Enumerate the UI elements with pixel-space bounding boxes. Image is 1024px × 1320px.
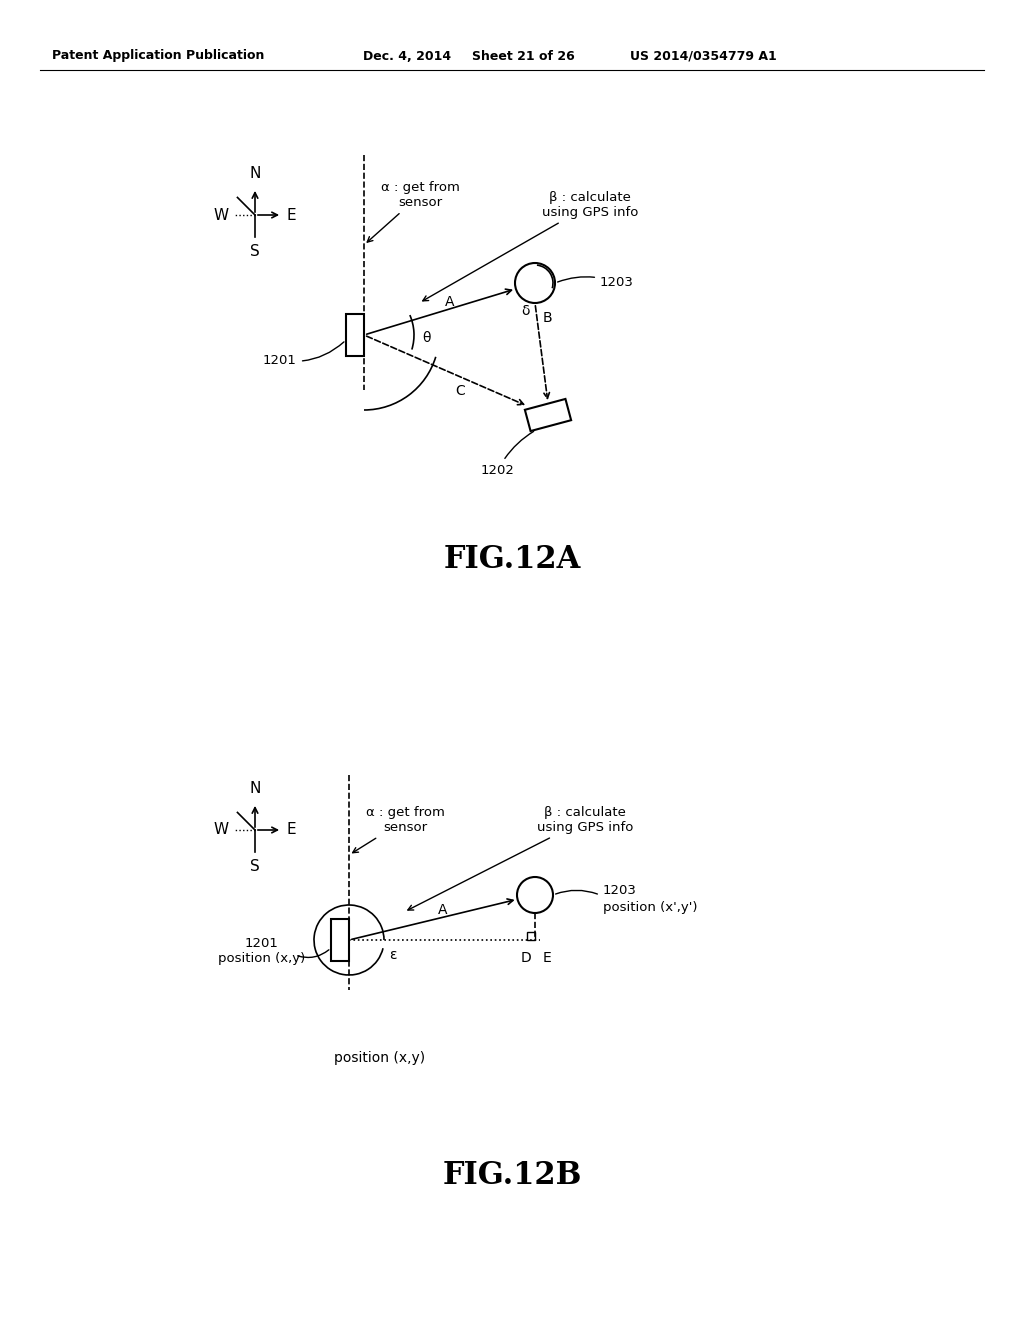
Text: Sheet 21 of 26: Sheet 21 of 26 [472, 49, 574, 62]
Text: D: D [521, 950, 531, 965]
Text: 1201: 1201 [263, 342, 344, 367]
Text: FIG.12A: FIG.12A [443, 544, 581, 576]
Text: β : calculate
using GPS info: β : calculate using GPS info [423, 191, 638, 301]
Text: S: S [250, 244, 260, 259]
Text: θ: θ [422, 331, 430, 345]
Text: A: A [445, 294, 455, 309]
Text: position (x,y): position (x,y) [335, 1051, 426, 1065]
Text: 1203: 1203 [603, 883, 637, 896]
Text: position (x,y): position (x,y) [218, 952, 305, 965]
Text: δ: δ [521, 304, 529, 318]
Text: α : get from
sensor: α : get from sensor [368, 181, 460, 242]
Text: Dec. 4, 2014: Dec. 4, 2014 [362, 49, 452, 62]
Text: E: E [287, 207, 297, 223]
Text: position (x',y'): position (x',y') [603, 900, 697, 913]
Text: N: N [249, 166, 261, 181]
Text: W: W [213, 822, 228, 837]
Text: Patent Application Publication: Patent Application Publication [52, 49, 264, 62]
Text: S: S [250, 858, 260, 874]
Text: β : calculate
using GPS info: β : calculate using GPS info [408, 807, 633, 909]
Text: 1201: 1201 [245, 937, 279, 950]
Text: E: E [287, 822, 297, 837]
Text: B: B [543, 312, 553, 325]
Text: N: N [249, 781, 261, 796]
Text: 1203: 1203 [558, 276, 634, 289]
Text: α : get from
sensor: α : get from sensor [352, 807, 444, 853]
Text: E: E [543, 950, 552, 965]
Text: W: W [213, 207, 228, 223]
Text: ε: ε [389, 948, 396, 962]
Text: US 2014/0354779 A1: US 2014/0354779 A1 [630, 49, 777, 62]
Text: C: C [456, 384, 465, 399]
Text: A: A [438, 903, 447, 916]
Text: FIG.12B: FIG.12B [442, 1159, 582, 1191]
Text: 1202: 1202 [481, 432, 534, 477]
